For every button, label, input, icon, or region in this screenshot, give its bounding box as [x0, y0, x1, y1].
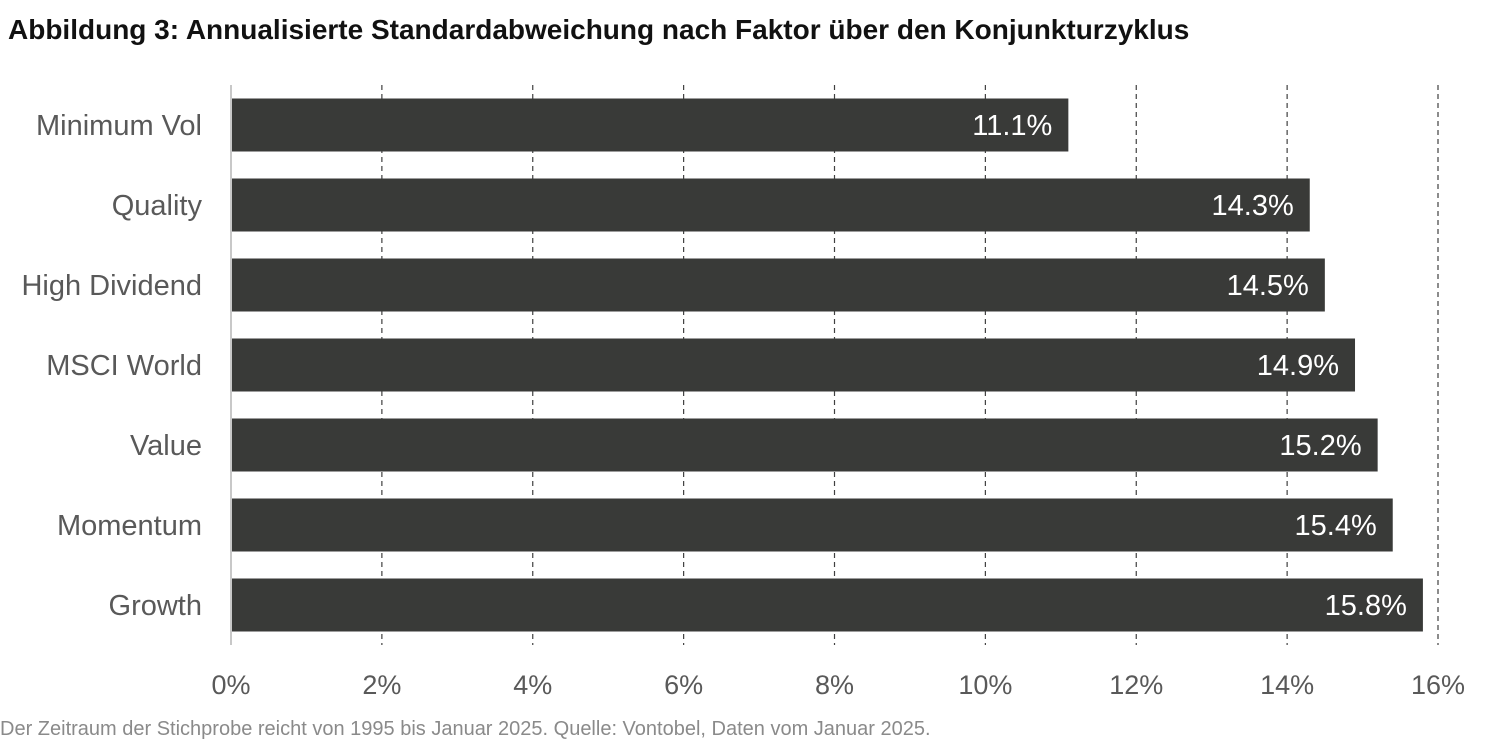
bar-value-label: 14.5%	[1227, 270, 1309, 302]
x-tick-label: 2%	[362, 670, 401, 700]
bar-value-label: 15.4%	[1295, 510, 1377, 542]
bar	[231, 258, 1325, 312]
category-label: Momentum	[57, 510, 202, 542]
bar-value-label: 14.9%	[1257, 350, 1339, 382]
source-note: Der Zeitraum der Stichprobe reicht von 1…	[0, 718, 931, 740]
category-label: Quality	[112, 190, 203, 222]
x-tick-label: 4%	[513, 670, 552, 700]
axes: 0% 2% 4% 6% 8% 10% 12% 14% 16% Minimum Vol Quality…	[21, 85, 1465, 700]
x-tick-label: 12%	[1109, 670, 1163, 700]
bar	[231, 178, 1310, 232]
x-tick-label: 0%	[211, 670, 250, 700]
bar-value-label: 15.8%	[1325, 590, 1407, 622]
bar	[231, 418, 1378, 472]
bar	[231, 578, 1423, 632]
bar-value-label: 14.3%	[1212, 190, 1294, 222]
category-label: Minimum Vol	[36, 110, 202, 142]
x-tick-label: 10%	[958, 670, 1012, 700]
bar	[231, 498, 1393, 552]
bar-value-label: 15.2%	[1279, 430, 1361, 462]
bars: 11.1% 14.3% 14.5% 14.9% 15.2% 15.4% 15.8%	[231, 98, 1423, 632]
x-tick-label: 6%	[664, 670, 703, 700]
x-tick-label: 14%	[1260, 670, 1314, 700]
category-label: Growth	[109, 590, 202, 622]
bar	[231, 338, 1356, 392]
chart-title: Abbildung 3: Annualisierte Standardabwei…	[8, 14, 1190, 45]
category-label: Value	[130, 430, 202, 462]
bar	[231, 98, 1069, 152]
category-label: MSCI World	[46, 350, 202, 382]
bar-value-label: 11.1%	[972, 110, 1052, 142]
category-label: High Dividend	[21, 270, 202, 302]
x-tick-label: 8%	[815, 670, 854, 700]
x-tick-label: 16%	[1411, 670, 1465, 700]
